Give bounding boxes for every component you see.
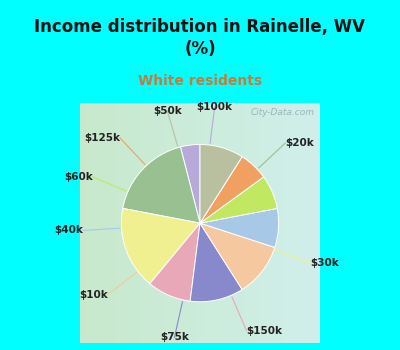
Text: $60k: $60k (64, 172, 93, 182)
Wedge shape (180, 145, 200, 223)
Text: City-Data.com: City-Data.com (251, 108, 315, 117)
Wedge shape (150, 223, 200, 301)
Wedge shape (190, 223, 242, 302)
Wedge shape (200, 223, 275, 289)
Text: $50k: $50k (153, 106, 182, 116)
Wedge shape (200, 145, 242, 223)
Text: White residents: White residents (138, 74, 262, 88)
Text: $125k: $125k (84, 133, 120, 143)
Wedge shape (200, 177, 277, 223)
Text: $20k: $20k (285, 138, 314, 148)
Wedge shape (123, 147, 200, 223)
Text: $100k: $100k (197, 102, 233, 112)
Text: $30k: $30k (310, 258, 339, 268)
Text: $75k: $75k (160, 332, 189, 342)
Wedge shape (200, 208, 279, 247)
Text: Income distribution in Rainelle, WV
(%): Income distribution in Rainelle, WV (%) (34, 18, 366, 58)
Text: $10k: $10k (79, 290, 108, 300)
Wedge shape (121, 208, 200, 284)
Wedge shape (200, 157, 264, 223)
Text: $150k: $150k (246, 326, 282, 336)
Text: $40k: $40k (54, 225, 83, 236)
